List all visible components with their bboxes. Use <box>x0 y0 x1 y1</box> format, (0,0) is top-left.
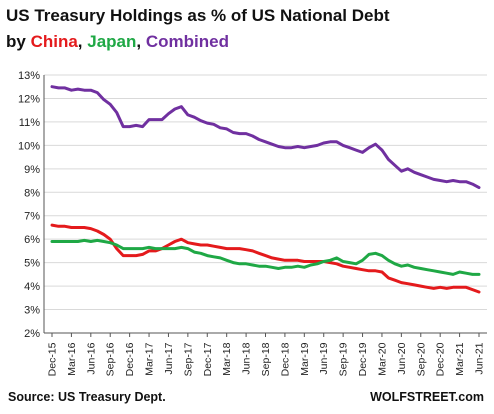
chart-subtitle: by China, Japan, Combined <box>6 32 229 52</box>
x-tick-label: Dec-17 <box>202 342 214 376</box>
legend-china: China <box>30 32 78 51</box>
x-tick-label: Mar-17 <box>144 342 156 375</box>
y-tick-label: 12% <box>18 93 40 105</box>
x-tick-label: Mar-19 <box>299 342 311 375</box>
x-tick-label: Jun-19 <box>318 342 330 374</box>
y-tick-label: 11% <box>19 117 40 129</box>
x-tick-label: Dec-16 <box>124 342 136 376</box>
x-tick-label: Mar-18 <box>221 342 233 375</box>
chart-title: US Treasury Holdings as % of US National… <box>6 6 390 25</box>
x-tick-label: Dec-15 <box>47 342 59 376</box>
y-tick-label: 4% <box>24 281 40 293</box>
y-tick-label: 7% <box>24 211 40 223</box>
subtitle-sep-1: , <box>77 32 88 51</box>
legend-combined: Combined <box>145 32 229 51</box>
x-tick-label: Dec-19 <box>357 342 369 376</box>
y-tick-label: 3% <box>24 305 40 317</box>
x-tick-label: Mar-16 <box>66 342 78 375</box>
x-tick-label: Jun-18 <box>241 342 253 374</box>
series-line-combined <box>50 85 481 190</box>
brand-label: WOLFSTREET.com <box>370 390 484 404</box>
x-tick-label: Sep-19 <box>338 342 350 376</box>
y-tick-label: 9% <box>24 164 40 176</box>
y-tick-label: 5% <box>24 258 40 270</box>
source-note: Source: US Treasury Dept. <box>8 390 166 404</box>
x-tick-label: Mar-21 <box>454 342 466 375</box>
legend-japan: Japan <box>87 32 137 51</box>
x-tick-label: Sep-18 <box>260 342 272 376</box>
x-tick-label: Sep-16 <box>105 342 117 376</box>
subtitle-by: by <box>6 32 31 51</box>
x-tick-label: Jun-20 <box>396 342 408 374</box>
x-tick-label: Jun-16 <box>85 342 97 374</box>
x-tick-label: Dec-18 <box>279 342 291 376</box>
series-line-japan <box>50 238 481 276</box>
y-tick-label: 2% <box>24 328 40 340</box>
y-tick-label: 10% <box>18 140 40 152</box>
x-tick-label: Mar-20 <box>376 342 388 375</box>
x-tick-label: Dec-20 <box>435 342 447 376</box>
y-tick-label: 8% <box>24 187 40 199</box>
x-tick-label: Sep-20 <box>415 342 427 376</box>
subtitle-sep-2: , <box>136 32 146 51</box>
y-tick-label: 6% <box>24 234 40 246</box>
x-tick-label: Sep-17 <box>182 342 194 376</box>
series-line-china <box>50 223 481 294</box>
x-tick-label: Jun-17 <box>163 342 175 374</box>
y-tick-label: 13% <box>18 70 40 82</box>
x-tick-label: Jun-21 <box>474 342 486 374</box>
